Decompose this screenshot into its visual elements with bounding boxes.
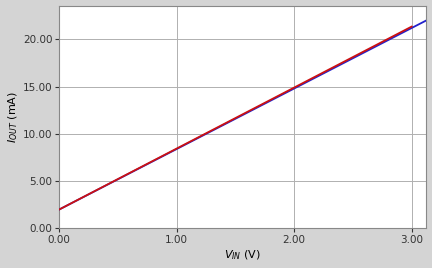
X-axis label: $V_{IN}$ (V): $V_{IN}$ (V) — [224, 248, 261, 262]
Y-axis label: $I_{OUT}$ (mA): $I_{OUT}$ (mA) — [6, 91, 20, 143]
